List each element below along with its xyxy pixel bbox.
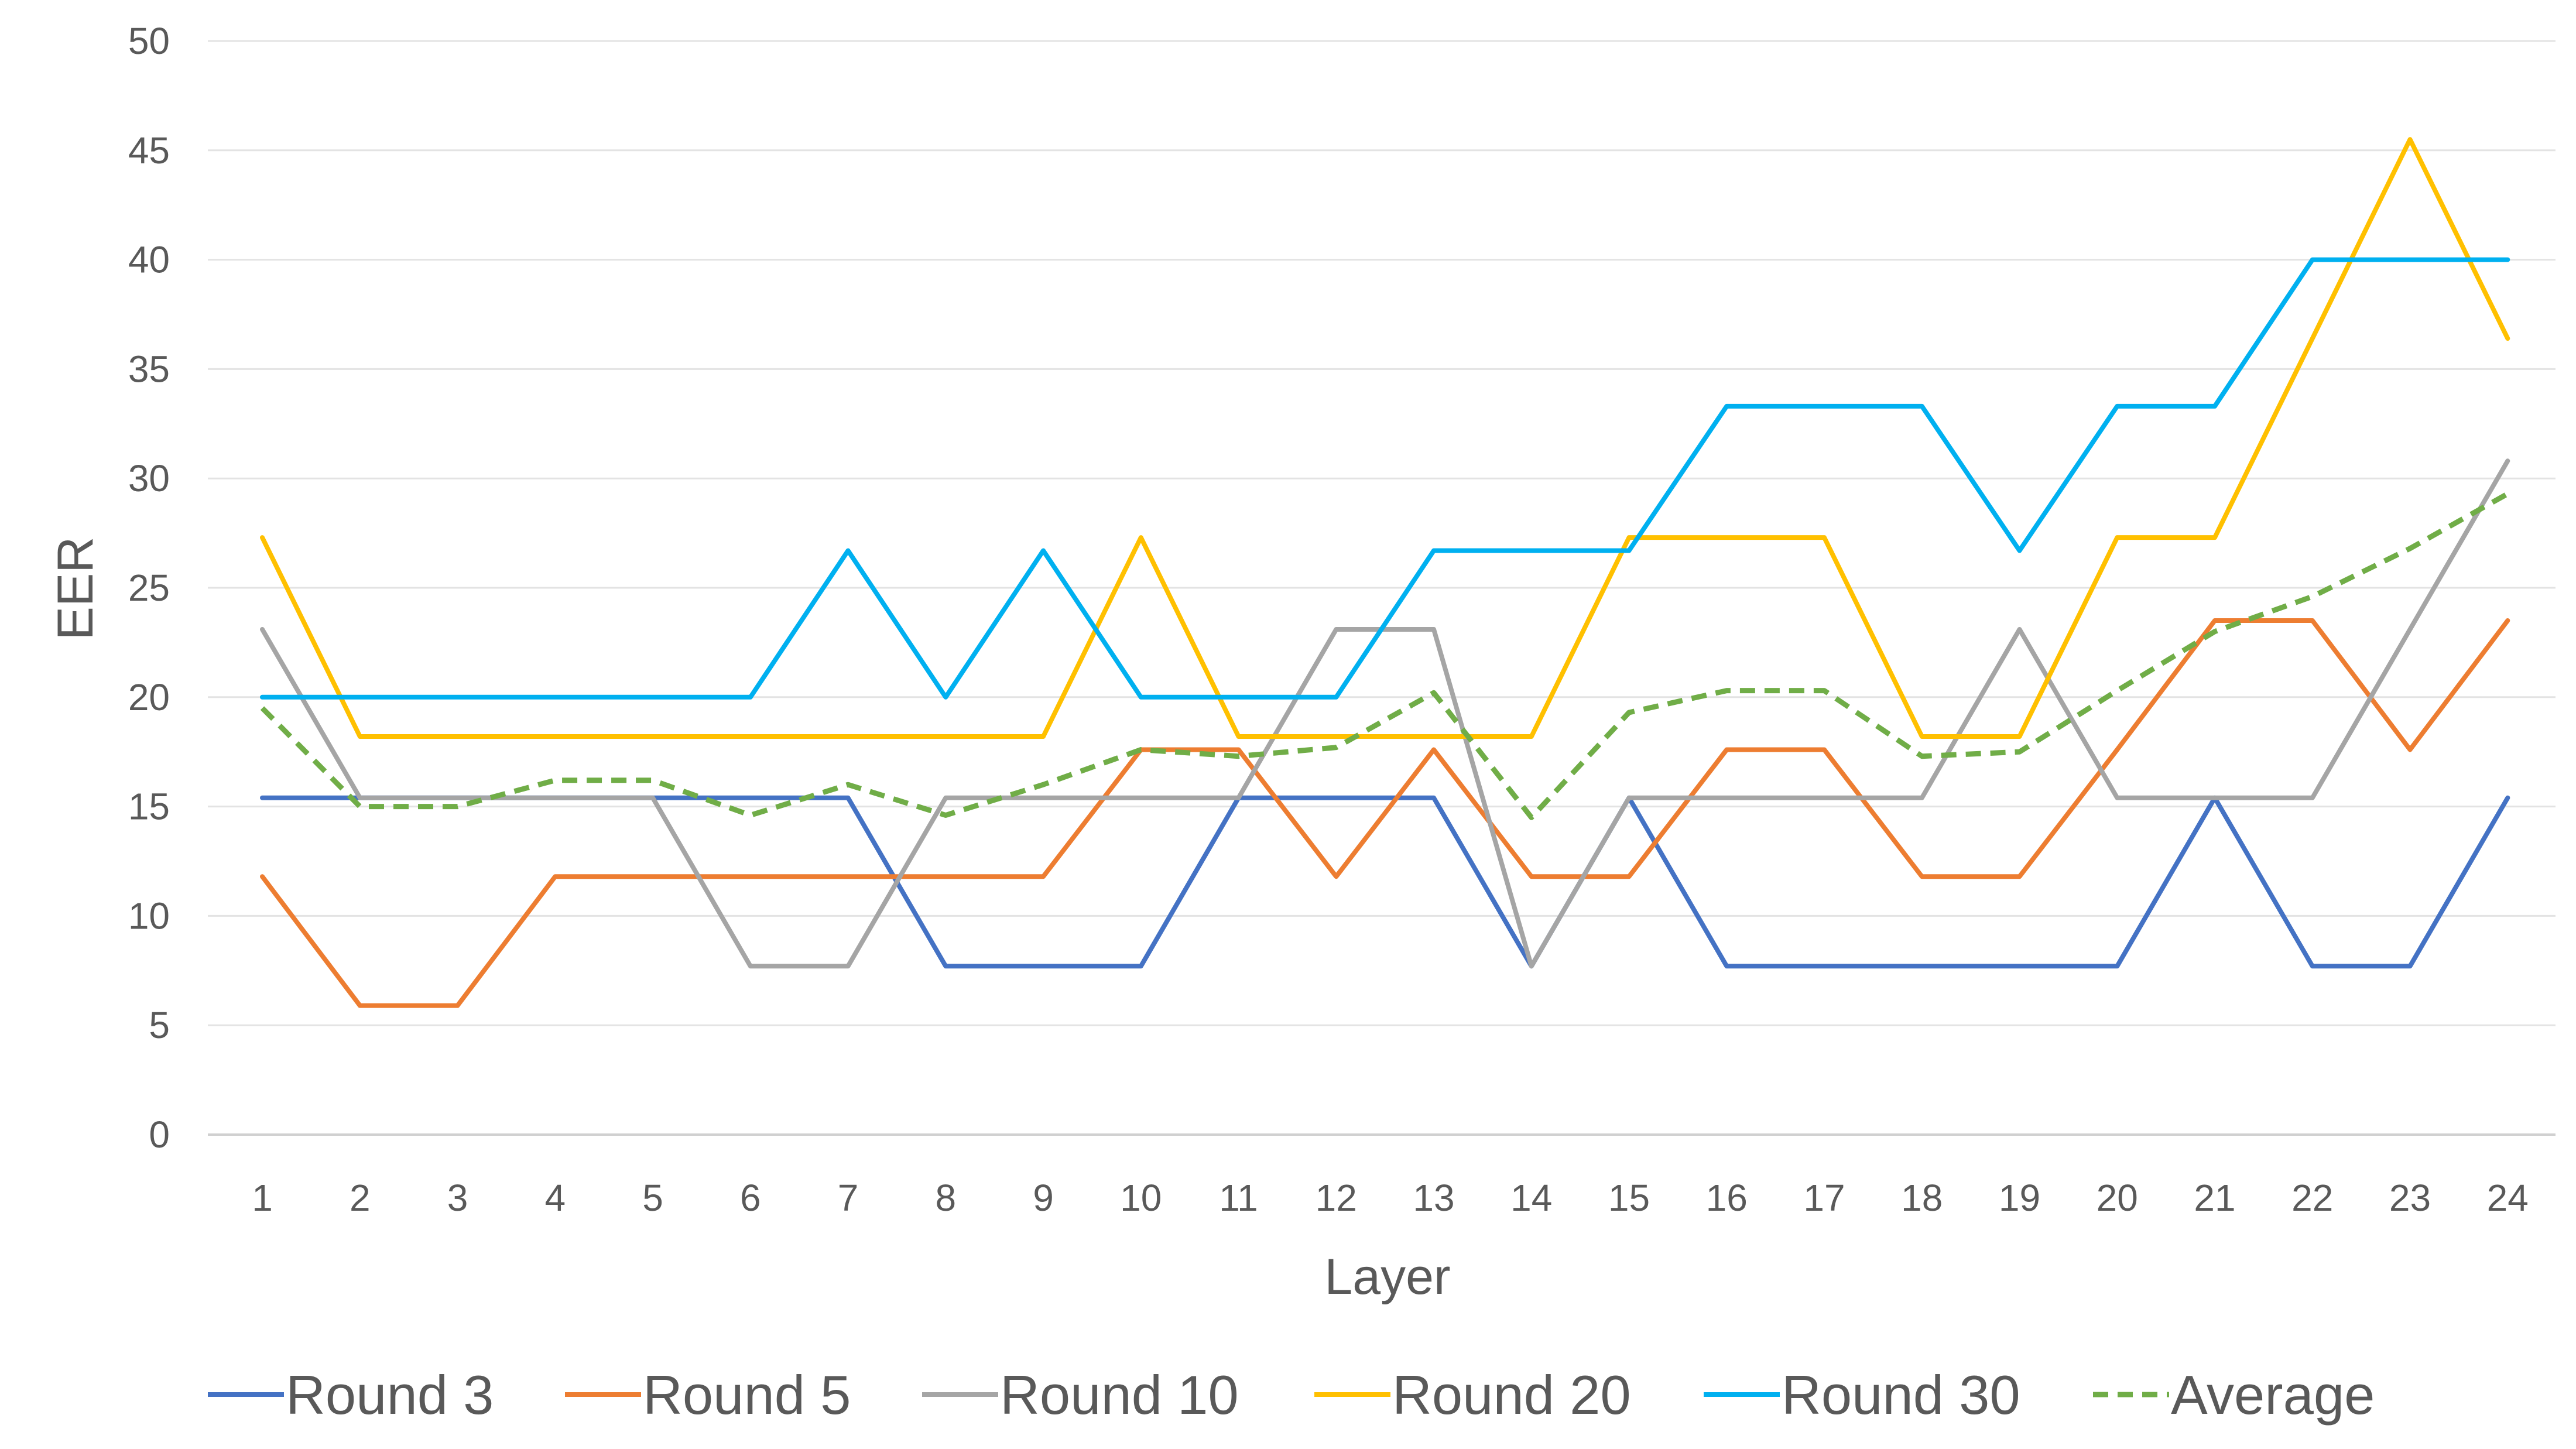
y-tick-label: 50: [128, 20, 170, 62]
y-tick-label: 5: [149, 1004, 170, 1046]
x-tick-label: 17: [1803, 1177, 1845, 1219]
legend-label-round-5: Round 5: [643, 1364, 851, 1426]
x-tick-label: 18: [1901, 1177, 1943, 1219]
x-tick-label: 22: [2291, 1177, 2333, 1219]
x-tick-label: 8: [935, 1177, 956, 1219]
x-axis-title: Layer: [1324, 1249, 1450, 1305]
x-tick-label: 11: [1219, 1177, 1258, 1219]
x-tick-label: 9: [1033, 1177, 1054, 1219]
x-tick-label: 4: [544, 1177, 566, 1219]
legend-label-round-20: Round 20: [1392, 1364, 1631, 1426]
series-lines: [260, 137, 2510, 1008]
legend-label-average: Average: [2171, 1364, 2375, 1426]
y-axis-title: EER: [47, 537, 104, 640]
x-tick-label: 14: [1510, 1177, 1552, 1219]
y-tick-label: 40: [128, 239, 170, 281]
x-tick-label: 10: [1120, 1177, 1162, 1219]
x-axis-ticks: 1 2 3 4 5 6 7 8 9 10 11 12 13 14 15 16 17 18 19 20 21 22 23 24: [252, 1177, 2529, 1219]
x-tick-label: 21: [2194, 1177, 2235, 1219]
x-tick-label: 2: [350, 1177, 371, 1219]
gridlines: [208, 40, 2556, 1136]
x-tick-label: 12: [1316, 1177, 1357, 1219]
y-tick-label: 25: [128, 567, 170, 609]
y-tick-label: 0: [149, 1114, 170, 1156]
x-tick-label: 5: [642, 1177, 663, 1219]
y-tick-label: 45: [128, 129, 170, 172]
x-tick-label: 3: [447, 1177, 468, 1219]
x-tick-label: 13: [1413, 1177, 1454, 1219]
y-tick-label: 20: [128, 676, 170, 718]
x-tick-label: 24: [2487, 1177, 2529, 1219]
legend-label-round-30: Round 30: [1782, 1364, 2020, 1426]
x-tick-label: 19: [1999, 1177, 2040, 1219]
y-axis-ticks: 0 5 10 15 20 25 30 35 40 45 50: [128, 20, 170, 1156]
series-line-round-5: [260, 618, 2510, 1008]
series-line-average: [260, 491, 2509, 820]
y-tick-label: 15: [128, 786, 170, 828]
series-line-round-3: [260, 795, 2510, 969]
y-tick-label: 35: [128, 348, 170, 390]
x-tick-label: 1: [252, 1177, 273, 1219]
y-tick-label: 10: [128, 895, 170, 937]
x-tick-label: 15: [1608, 1177, 1650, 1219]
series-line-round-30: [260, 257, 2510, 700]
x-tick-label: 23: [2389, 1177, 2431, 1219]
x-tick-label: 16: [1706, 1177, 1748, 1219]
x-tick-label: 20: [2097, 1177, 2138, 1219]
series-line-round-10: [260, 458, 2510, 969]
series-line-round-20: [260, 137, 2510, 739]
x-tick-label: 6: [740, 1177, 761, 1219]
legend-label-round-10: Round 10: [1000, 1364, 1239, 1426]
y-tick-label: 30: [128, 457, 170, 499]
legend-label-round-3: Round 3: [286, 1364, 494, 1426]
legend: Round 3 Round 5 Round 10 Round 20 Round 30 Av…: [208, 1364, 2375, 1426]
x-tick-label: 7: [838, 1177, 859, 1219]
